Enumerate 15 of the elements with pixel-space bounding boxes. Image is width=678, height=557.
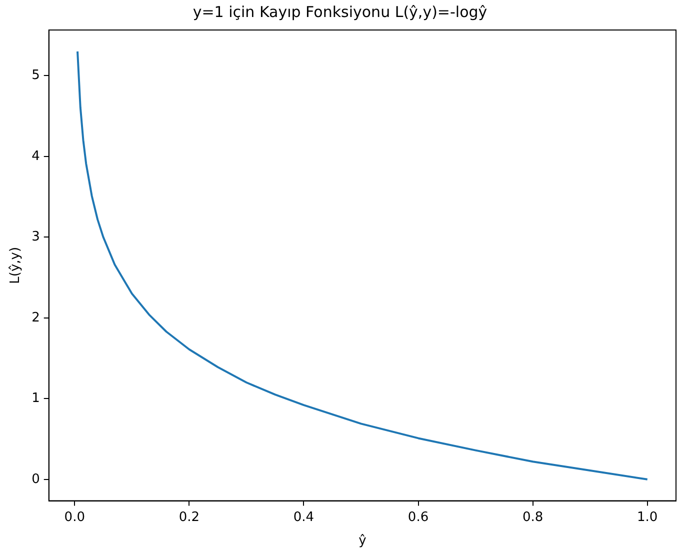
chart-title: y=1 için Kayıp Fonksiyonu L(ŷ,y)=-logŷ: [192, 2, 488, 21]
x-tick-label: 0.4: [293, 510, 314, 525]
x-tick-label: 0.0: [64, 510, 85, 525]
x-axis-title: ŷ: [358, 534, 367, 549]
y-tick-label: 3: [32, 230, 40, 245]
y-tick-label: 4: [32, 148, 40, 164]
x-tick-label: 0.2: [178, 510, 200, 525]
x-tick-label: 0.8: [522, 510, 544, 525]
y-axis-title: L(ŷ,y): [8, 246, 24, 284]
y-tick-label: 1: [32, 391, 40, 406]
y-tick-label: 2: [32, 310, 40, 326]
y-tick-label: 5: [32, 68, 40, 83]
x-tick-label: 1.0: [637, 510, 658, 525]
y-tick-label: 0: [32, 472, 40, 487]
x-tick-label: 0.6: [408, 510, 429, 525]
